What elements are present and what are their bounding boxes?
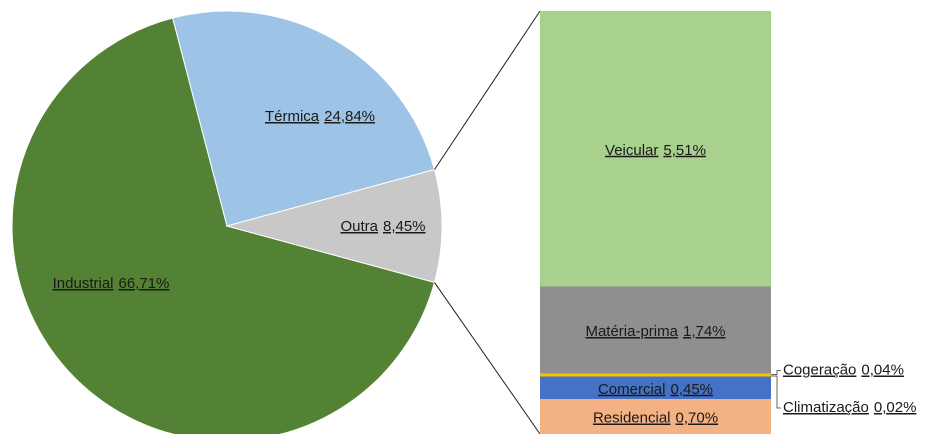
label-value: 5,51% xyxy=(663,142,706,159)
leader-line xyxy=(771,375,781,409)
label-name: Matéria-prima xyxy=(585,323,678,340)
pie-slice xyxy=(11,17,436,434)
slice-label: Outra 8,45% xyxy=(340,218,425,235)
label-value: 1,74% xyxy=(683,323,726,340)
slice-label: Térmica 24,84% xyxy=(265,108,375,125)
label-name: Cogeração xyxy=(783,361,856,378)
label-name: Térmica xyxy=(265,108,320,125)
label-name: Comercial xyxy=(598,381,666,398)
segment-label: Comercial 0,45% xyxy=(598,381,713,398)
label-name: Outra xyxy=(340,218,378,235)
bar-segment xyxy=(540,376,771,399)
label-value: 0,45% xyxy=(670,381,713,398)
connector-line xyxy=(434,282,541,434)
label-name: Residencial xyxy=(593,409,671,426)
segment-label: Veicular 5,51% xyxy=(605,142,706,159)
segment-label: Climatização 0,02% xyxy=(783,399,916,416)
label-value: 66,71% xyxy=(119,275,170,292)
pie-slice xyxy=(225,168,443,284)
label-name: Veicular xyxy=(605,142,658,159)
segment-label: Cogeração 0,04% xyxy=(783,361,904,378)
label-value: 0,04% xyxy=(861,361,904,378)
label-value: 8,45% xyxy=(383,218,426,235)
connector-line xyxy=(434,10,541,170)
segment-label: Matéria-prima 1,74% xyxy=(585,323,725,340)
bar-segment xyxy=(540,375,771,377)
bar-segment xyxy=(540,11,771,287)
label-value: 0,02% xyxy=(874,399,917,416)
pie-slice xyxy=(172,10,436,227)
slice-label: Industrial 66,71% xyxy=(53,275,170,292)
label-value: 24,84% xyxy=(324,108,375,125)
leader-line xyxy=(771,370,781,375)
bar-segment xyxy=(540,399,771,434)
bar-segment xyxy=(540,286,771,374)
label-name: Climatização xyxy=(783,399,869,416)
segment-label: Residencial 0,70% xyxy=(593,409,718,426)
label-value: 0,70% xyxy=(676,409,719,426)
label-name: Industrial xyxy=(53,275,114,292)
bar-segment xyxy=(540,373,771,376)
